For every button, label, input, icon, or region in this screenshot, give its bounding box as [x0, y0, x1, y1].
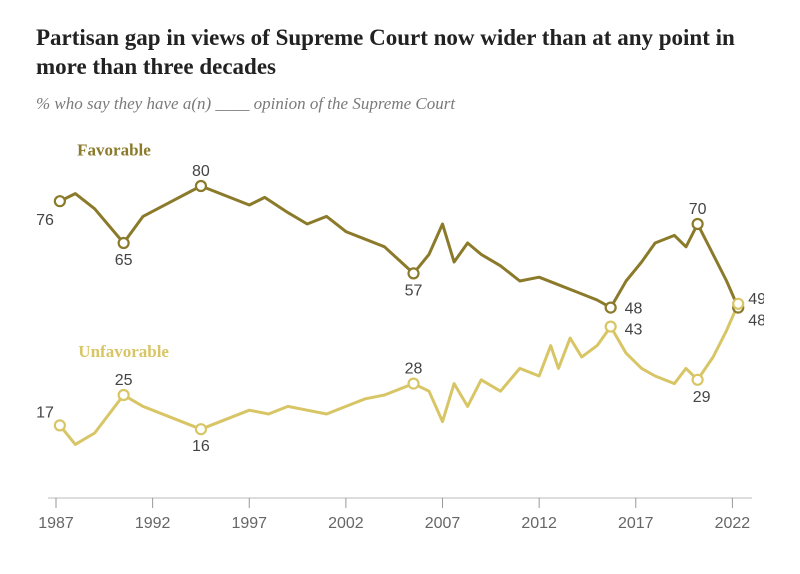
favorable-marker	[606, 302, 616, 312]
favorable-value-label: 57	[405, 282, 423, 299]
favorable-marker	[196, 181, 206, 191]
svg-text:1997: 1997	[231, 515, 267, 532]
favorable-value-label: 65	[115, 252, 133, 269]
favorable-marker	[693, 219, 703, 229]
svg-text:1987: 1987	[38, 515, 74, 532]
unfavorable-marker	[733, 298, 743, 308]
favorable-value-label: 80	[192, 163, 210, 180]
unfavorable-value-label: 43	[625, 321, 643, 338]
unfavorable-value-label: 49	[748, 290, 764, 307]
unfavorable-marker	[196, 424, 206, 434]
favorable-value-label: 76	[36, 212, 54, 229]
favorable-value-label: 48	[748, 312, 764, 329]
unfavorable-marker	[119, 390, 129, 400]
favorable-value-label: 48	[625, 300, 643, 317]
favorable-marker	[55, 196, 65, 206]
favorable-line	[60, 186, 738, 308]
favorable-marker	[409, 268, 419, 278]
unfavorable-value-label: 28	[405, 360, 423, 377]
unfavorable-marker	[606, 321, 616, 331]
svg-text:2012: 2012	[521, 515, 557, 532]
chart-subtitle: % who say they have a(n) ____ opinion of…	[36, 94, 764, 114]
favorable-label: Favorable	[77, 140, 151, 159]
unfavorable-marker	[693, 374, 703, 384]
unfavorable-value-label: 17	[36, 404, 54, 421]
unfavorable-value-label: 25	[115, 372, 133, 389]
favorable-value-label: 70	[689, 201, 707, 218]
chart-svg: 1987 1992 1997 2002 2007 2012 2017 2022 Favorabl…	[36, 120, 764, 540]
svg-text:2007: 2007	[425, 515, 461, 532]
svg-text:2022: 2022	[715, 515, 751, 532]
line-chart: 1987 1992 1997 2002 2007 2012 2017 2022 Favorabl…	[36, 120, 764, 540]
unfavorable-label: Unfavorable	[78, 342, 169, 361]
unfavorable-value-label: 16	[192, 438, 210, 455]
unfavorable-marker	[55, 420, 65, 430]
unfavorable-marker	[409, 378, 419, 388]
svg-text:2002: 2002	[328, 515, 364, 532]
unfavorable-value-label: 29	[693, 388, 711, 405]
chart-title: Partisan gap in views of Supreme Court n…	[36, 24, 764, 82]
svg-text:2017: 2017	[618, 515, 654, 532]
favorable-marker	[119, 238, 129, 248]
svg-text:1992: 1992	[135, 515, 171, 532]
